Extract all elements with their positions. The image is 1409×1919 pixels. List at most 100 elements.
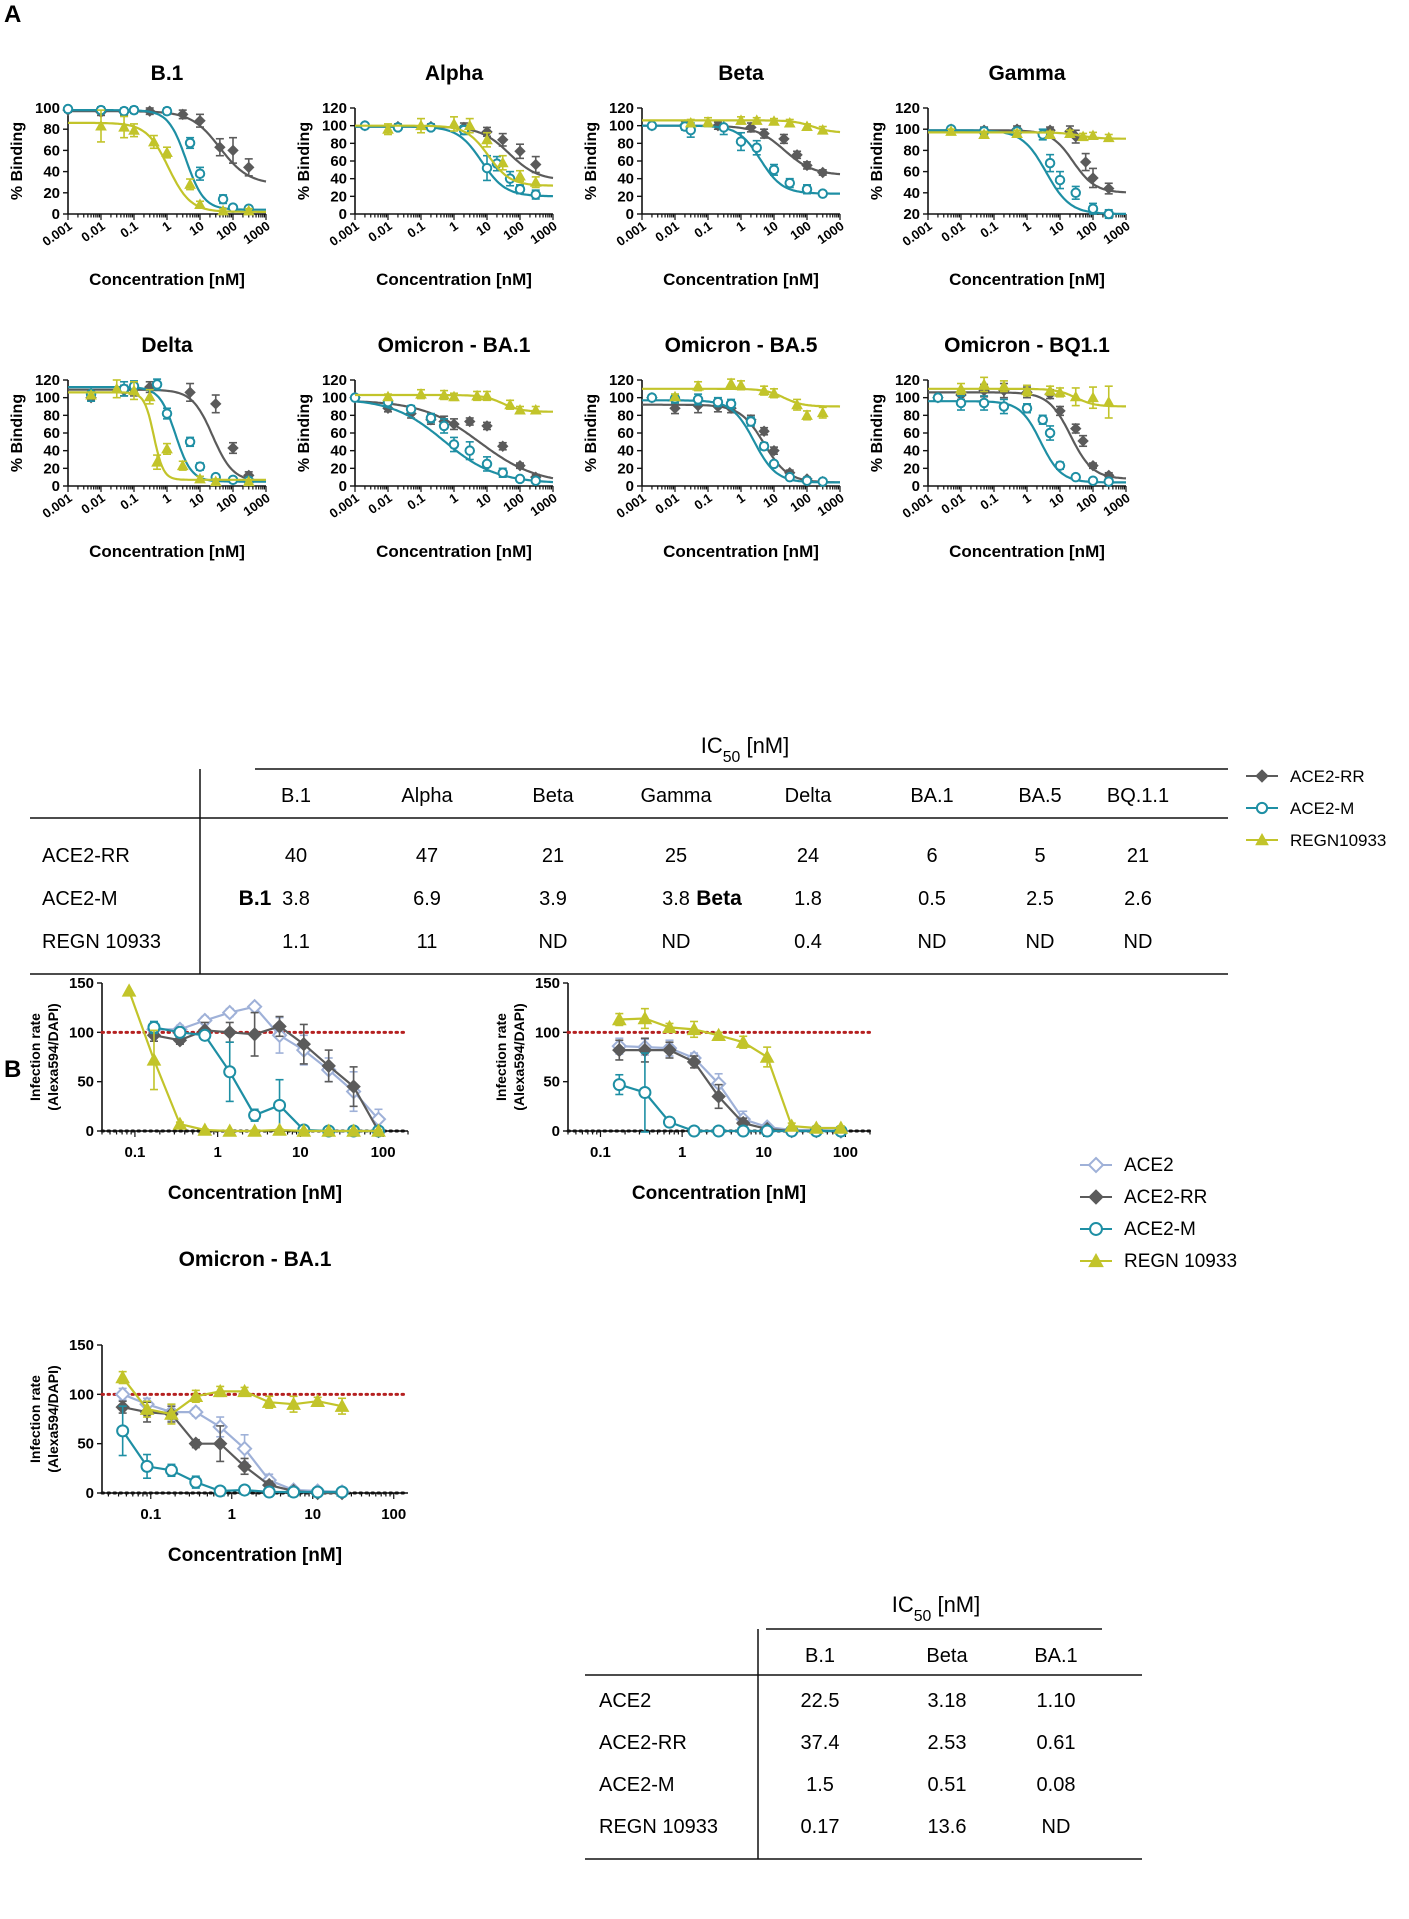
- data-point: [189, 1475, 203, 1489]
- data-point: [464, 415, 476, 428]
- y-tick-label: 0: [339, 478, 347, 495]
- y-tick-label: 60: [43, 142, 60, 159]
- data-point: [758, 441, 770, 452]
- series-regn: [355, 116, 554, 189]
- series-line: [618, 1083, 841, 1133]
- data-point: [768, 444, 780, 457]
- data-point: [735, 114, 747, 125]
- data-point: [118, 121, 130, 132]
- legend-marker-rr: [1088, 1189, 1104, 1205]
- x-tick-label: 0.01: [652, 218, 681, 245]
- x-axis-label: Concentration [nM]: [632, 1183, 806, 1204]
- x-tick-label: 1: [1019, 490, 1034, 506]
- table-cell: 0.51: [928, 1774, 967, 1796]
- data-point: [530, 475, 541, 486]
- x-tick-label: 0.1: [691, 218, 714, 241]
- x-tick-label: 10: [760, 218, 780, 239]
- x-tick-label: 1000: [814, 490, 846, 519]
- table-column-header: BA.1: [910, 785, 953, 807]
- data-point: [817, 188, 828, 199]
- data-point: [1054, 174, 1066, 186]
- table-row-label: ACE2-M: [599, 1774, 675, 1796]
- data-point: [173, 1025, 187, 1039]
- table-column-header: Gamma: [640, 785, 712, 807]
- data-point: [194, 461, 206, 472]
- y-tick-label: 100: [35, 100, 60, 117]
- data-point: [198, 1028, 212, 1042]
- table-cell: 22.5: [801, 1690, 840, 1712]
- data-point: [514, 459, 526, 472]
- y-tick-label: 100: [322, 390, 347, 407]
- data-point: [114, 1386, 131, 1403]
- data-point: [1103, 476, 1114, 487]
- data-point: [118, 105, 130, 117]
- series-rr: [68, 380, 267, 483]
- legend-panel-a: ACE2-RR ACE2-M REGN10933: [1246, 767, 1386, 850]
- data-point: [217, 193, 229, 205]
- data-point: [237, 1383, 252, 1398]
- table-cell: 5: [1034, 845, 1045, 867]
- x-tick-label: 10: [473, 218, 493, 239]
- x-tick-label: 10: [755, 1144, 772, 1161]
- data-point: [164, 1406, 179, 1420]
- data-point: [222, 1025, 237, 1040]
- data-point: [1077, 130, 1089, 142]
- data-point: [371, 1123, 386, 1137]
- data-point: [321, 1123, 337, 1137]
- data-point: [164, 1463, 178, 1477]
- x-tick-label: 10: [304, 1506, 321, 1523]
- table-column-header: Delta: [785, 785, 833, 807]
- x-axis-label: Concentration [nM]: [376, 270, 532, 289]
- table-cell: 21: [1127, 845, 1149, 867]
- data-point: [1070, 187, 1081, 199]
- y-axis-label: % Binding: [869, 122, 886, 200]
- data-point: [143, 390, 156, 402]
- x-tick-label: 0.01: [365, 218, 394, 245]
- data-point: [151, 379, 163, 390]
- series-regn: [68, 379, 266, 487]
- x-axis-label: Concentration [nM]: [949, 542, 1105, 561]
- data-point: [751, 142, 762, 153]
- data-point: [497, 134, 509, 146]
- data-point: [1087, 475, 1099, 486]
- table-cell: 1.10: [1037, 1690, 1076, 1712]
- data-point: [758, 425, 770, 437]
- y-tick-label: 120: [322, 372, 347, 389]
- table-cell: 3.18: [928, 1690, 967, 1712]
- x-axis-label: Concentration [nM]: [376, 542, 532, 561]
- data-point: [978, 128, 990, 139]
- x-tick-label: 100: [787, 490, 813, 515]
- x-axis-label: Concentration [nM]: [89, 542, 245, 561]
- data-point: [272, 1122, 287, 1136]
- y-axis-label: % Binding: [9, 122, 26, 200]
- x-tick-label: 100: [213, 490, 239, 515]
- data-point: [448, 390, 460, 402]
- data-point: [1087, 391, 1099, 403]
- data-point: [1077, 435, 1089, 447]
- table-cell: 0.5: [918, 888, 946, 910]
- data-point: [692, 380, 704, 391]
- fit-curve: [642, 399, 840, 484]
- fit-curve: [68, 386, 266, 483]
- series-regn: [121, 983, 386, 1137]
- x-tick-label: 10: [1046, 490, 1066, 511]
- series-regn: [67, 109, 266, 216]
- data-point: [238, 1483, 252, 1497]
- data-point: [187, 1404, 204, 1421]
- x-tick-label: 0.01: [652, 490, 681, 517]
- data-point: [448, 117, 460, 129]
- legend-marker-ace2: [1087, 1156, 1105, 1174]
- y-tick-label: 120: [322, 100, 347, 117]
- data-point: [687, 1124, 701, 1138]
- data-point: [227, 144, 239, 157]
- data-point: [735, 136, 747, 147]
- chart-title: Beta: [718, 62, 764, 85]
- chart-title: Omicron - BQ1.1: [944, 334, 1110, 357]
- data-point: [1011, 127, 1023, 138]
- data-point: [321, 1058, 336, 1074]
- table-cell: 1.1: [282, 931, 310, 953]
- data-point: [711, 1089, 726, 1104]
